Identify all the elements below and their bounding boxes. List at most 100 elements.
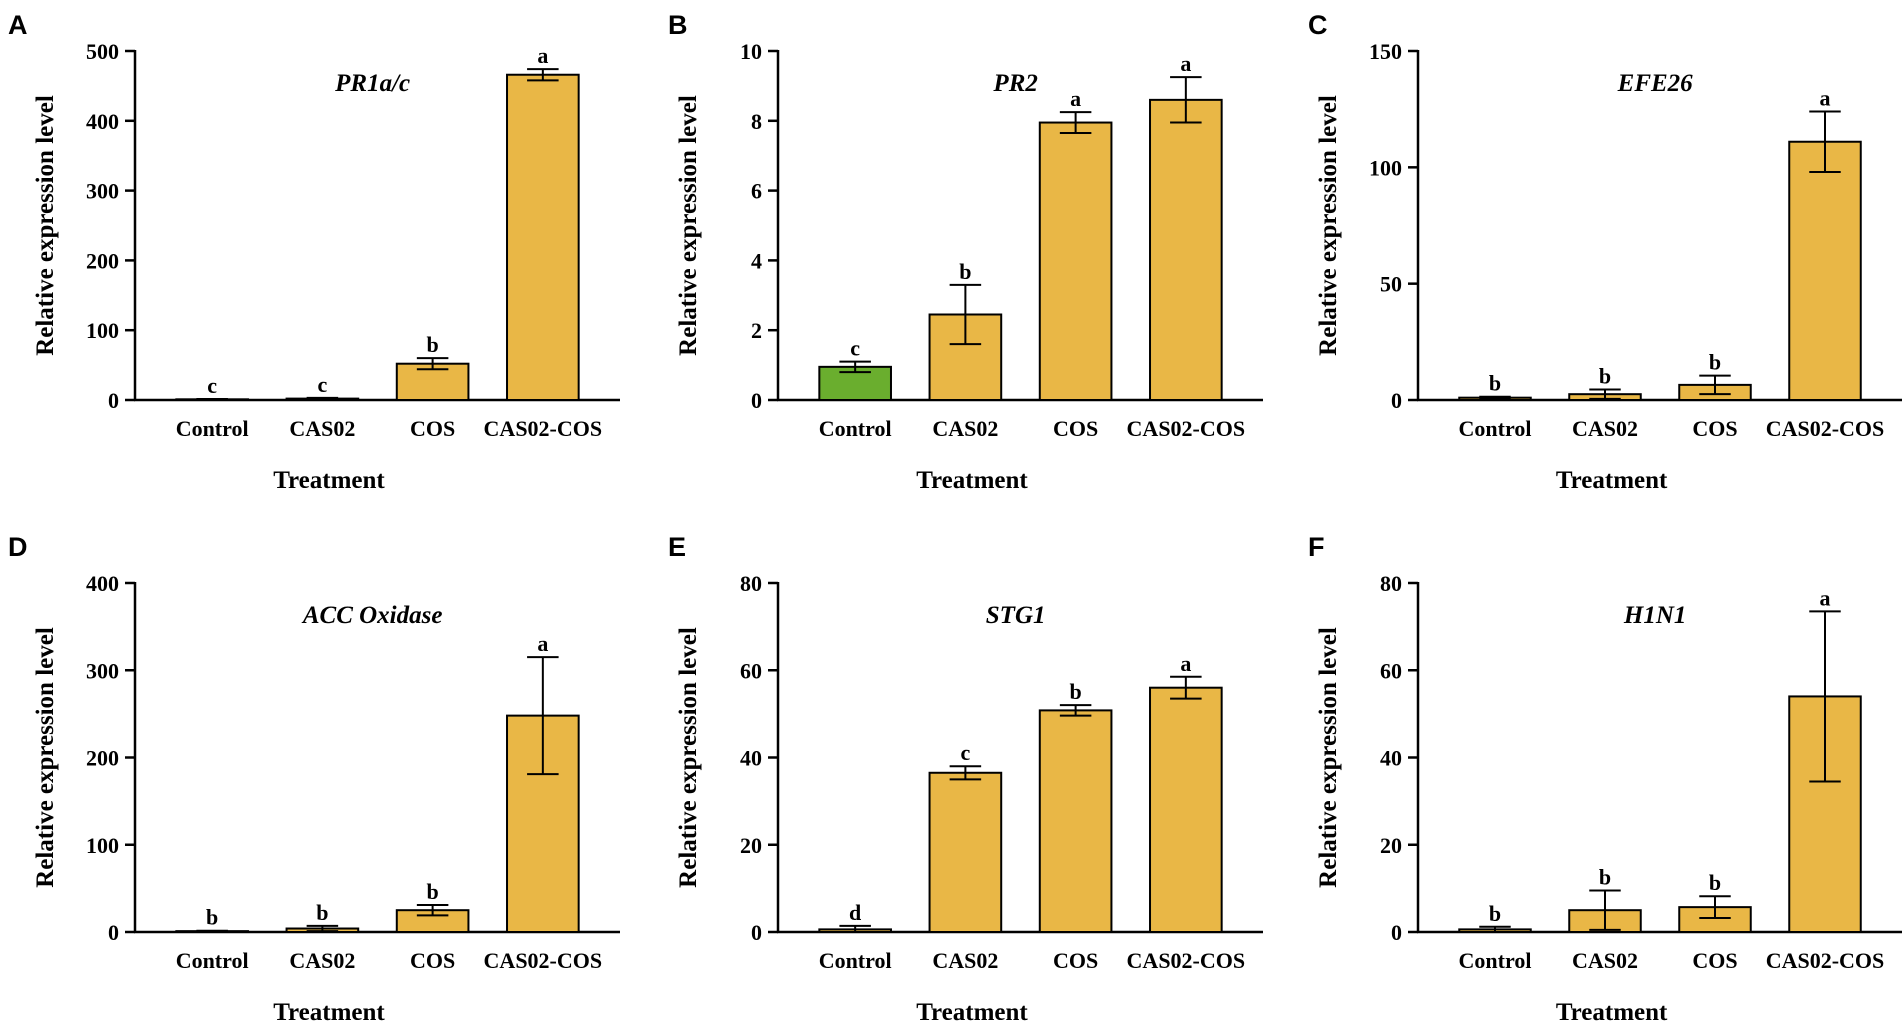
panel-b: B 0 2 4 6 8 10 Relative expression level PR2 c Con…	[668, 10, 1263, 494]
y-tick-label: 50	[1380, 272, 1402, 297]
y-tick-label: 400	[86, 109, 119, 134]
significance-letter: b	[1599, 865, 1611, 890]
bar-cas02-cos	[1149, 98, 1223, 402]
significance-letter: d	[849, 900, 861, 925]
y-axis-title: Relative expression level	[1315, 627, 1342, 888]
significance-letter: b	[206, 905, 218, 930]
panel-letter: C	[1308, 10, 1328, 40]
x-tick-label: COS	[410, 948, 455, 973]
significance-letter: b	[1489, 901, 1501, 926]
bar-cas02-cos	[1149, 686, 1223, 934]
bar-cos	[1038, 121, 1113, 401]
bar-cas02-cos	[506, 73, 580, 402]
significance-letter: b	[1599, 364, 1611, 389]
y-tick-label: 40	[740, 746, 762, 771]
significance-letter: c	[318, 372, 328, 397]
y-tick-label: 80	[1380, 571, 1402, 596]
x-axis-title: Treatment	[916, 999, 1028, 1026]
y-tick-label: 200	[86, 746, 119, 771]
y-tick-label: 6	[751, 179, 762, 204]
x-tick-label: CAS02	[932, 416, 998, 441]
significance-letter: c	[850, 336, 860, 361]
y-tick-label: 0	[108, 388, 119, 413]
significance-letter: b	[1489, 371, 1501, 396]
y-axis-title: Relative expression level	[32, 627, 59, 888]
y-tick-label: 200	[86, 248, 119, 273]
y-axis-title: Relative expression level	[675, 627, 702, 888]
bar-cos	[1038, 709, 1113, 934]
y-tick-label: 0	[1391, 388, 1402, 413]
y-tick-label: 2	[751, 318, 762, 343]
panel-letter: B	[668, 10, 688, 40]
significance-letter: a	[1820, 585, 1831, 610]
x-tick-label: Control	[1459, 948, 1532, 973]
x-tick-label: CAS02	[289, 416, 355, 441]
x-tick-label: Control	[819, 416, 892, 441]
y-tick-label: 80	[740, 571, 762, 596]
significance-letter: b	[1709, 870, 1721, 895]
panel-letter: F	[1308, 532, 1325, 562]
panel-a: A 0 100 200 300 400 500 Relative expression lev…	[8, 10, 620, 494]
x-tick-label: COS	[1053, 416, 1098, 441]
chart-title: EFE26	[1617, 70, 1694, 97]
panel-f: F 0 20 40 60 80 Relative expression level H1N1 b…	[1308, 532, 1902, 1026]
chart-title: STG1	[986, 602, 1046, 629]
significance-letter: b	[1069, 679, 1081, 704]
panel-letter: E	[668, 532, 686, 562]
y-tick-label: 100	[86, 833, 119, 858]
significance-letter: b	[426, 332, 438, 357]
y-tick-label: 300	[86, 658, 119, 683]
y-tick-label: 300	[86, 179, 119, 204]
y-tick-label: 10	[740, 39, 762, 64]
x-tick-label: Control	[176, 416, 249, 441]
y-tick-label: 60	[1380, 658, 1402, 683]
y-tick-label: 0	[108, 920, 119, 945]
bar-cas02	[928, 771, 1003, 933]
chart-title: PR1a/c	[334, 70, 410, 97]
x-tick-label: COS	[1692, 416, 1737, 441]
y-tick-label: 20	[1380, 833, 1402, 858]
y-tick-label: 0	[751, 920, 762, 945]
significance-letter: a	[1820, 85, 1831, 110]
chart-title: PR2	[992, 70, 1037, 97]
x-tick-label: Control	[1459, 416, 1532, 441]
x-axis-title: Treatment	[273, 999, 385, 1026]
significance-letter: a	[1180, 651, 1191, 676]
chart-title: H1N1	[1623, 602, 1687, 629]
x-tick-label: CAS02-COS	[1127, 416, 1246, 441]
panel-e: E 0 20 40 60 80 Relative expression level STG1 d…	[668, 532, 1263, 1026]
y-tick-label: 4	[751, 248, 762, 273]
y-tick-label: 8	[751, 109, 762, 134]
x-axis-title: Treatment	[273, 467, 385, 494]
y-tick-label: 0	[751, 388, 762, 413]
y-tick-label: 500	[86, 39, 119, 64]
y-tick-label: 100	[86, 318, 119, 343]
x-axis-title: Treatment	[1556, 999, 1668, 1026]
significance-letter: b	[316, 900, 328, 925]
y-tick-label: 40	[1380, 746, 1402, 771]
panel-d: D 0 100 200 300 400 Relative expression level A…	[8, 532, 620, 1026]
x-tick-label: CAS02-COS	[1766, 416, 1885, 441]
x-tick-label: COS	[410, 416, 455, 441]
significance-letter: c	[961, 740, 971, 765]
significance-letter: b	[959, 259, 971, 284]
y-tick-label: 60	[740, 658, 762, 683]
x-axis-title: Treatment	[1556, 467, 1668, 494]
y-axis-title: Relative expression level	[32, 95, 59, 356]
significance-letter: c	[207, 373, 217, 398]
x-tick-label: COS	[1692, 948, 1737, 973]
x-tick-label: CAS02	[932, 948, 998, 973]
bar-cas02-cos	[1788, 140, 1862, 402]
x-tick-label: CAS02-COS	[1127, 948, 1246, 973]
y-axis-title: Relative expression level	[675, 95, 702, 356]
panel-letter: D	[8, 532, 28, 562]
significance-letter: b	[426, 879, 438, 904]
x-tick-label: CAS02-COS	[484, 416, 603, 441]
y-tick-label: 0	[1391, 920, 1402, 945]
y-tick-label: 150	[1369, 39, 1402, 64]
y-tick-label: 400	[86, 571, 119, 596]
x-tick-label: CAS02-COS	[1766, 948, 1885, 973]
x-tick-label: CAS02-COS	[484, 948, 603, 973]
y-tick-label: 20	[740, 833, 762, 858]
